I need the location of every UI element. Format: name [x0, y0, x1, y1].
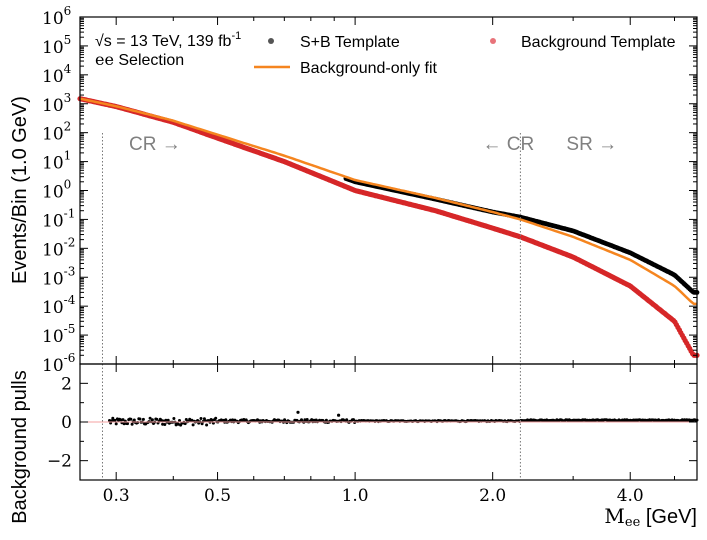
x-tick-label: 1.0	[342, 486, 369, 506]
top-y-tick-labels: 10-6 10-5 10-4 10-3 10-2 10-1 100 101 102 103 104 1…	[42, 4, 76, 376]
pull-point	[132, 418, 136, 422]
pull-point	[163, 423, 167, 426]
x-tick-label: 0.5	[204, 486, 231, 506]
pull-point	[114, 422, 118, 426]
axis-ticks	[80, 16, 697, 481]
pull-point	[159, 418, 163, 422]
pull-point	[184, 418, 188, 421]
pull-point	[183, 422, 187, 426]
y-tick-label: 10-6	[42, 351, 75, 376]
x-tick-label: 4.0	[617, 486, 644, 506]
bottom-y-tick-labels: −2 0 2	[47, 374, 72, 471]
y-tick-label: 100	[42, 178, 71, 203]
pull-point	[199, 417, 203, 420]
pull-point	[129, 417, 133, 421]
pull-point	[190, 418, 194, 422]
pull-point	[178, 419, 181, 422]
pull-y-tick-label: −2	[47, 452, 72, 472]
legend-label-sb: S+B Template	[300, 34, 400, 51]
x-axis-title: Mee [GeV]	[604, 504, 697, 530]
pull-point	[126, 422, 129, 426]
pull-point	[148, 416, 152, 420]
background-only-fit-line	[79, 97, 697, 306]
pull-point	[138, 417, 142, 421]
region-labels: CR → ← CR SR →	[129, 134, 617, 155]
y-tick-label: 101	[42, 149, 71, 174]
pull-point	[352, 418, 355, 422]
x-tick-labels: 0.3 0.5 1.0 2.0 4.0	[103, 486, 644, 506]
y-tick-label: 10-1	[42, 206, 75, 231]
pull-point	[191, 423, 195, 427]
x-tick-label: 0.3	[103, 486, 130, 506]
pull-point	[110, 419, 114, 423]
legend-label-fit: Background-only fit	[300, 60, 438, 77]
background-template-points	[77, 96, 700, 358]
pull-y-tick-label: 2	[61, 374, 72, 394]
y-tick-label: 106	[42, 4, 71, 29]
y-tick-label: 10-3	[42, 264, 75, 289]
pull-point	[108, 419, 111, 422]
y-tick-label: 104	[42, 62, 72, 87]
legend: S+B Template Background Template Backgro…	[254, 34, 676, 77]
legend-marker-sb	[268, 38, 274, 44]
pull-points	[108, 410, 699, 427]
y-tick-label: 10-2	[42, 235, 75, 260]
y-tick-label: 103	[42, 91, 71, 116]
pull-point	[224, 418, 228, 422]
pull-point	[113, 418, 117, 422]
legend-marker-bg	[490, 38, 496, 44]
pull-point	[166, 418, 170, 422]
y-tick-label: 10-4	[42, 293, 76, 318]
pull-point	[337, 413, 341, 417]
y-tick-label: 105	[42, 33, 71, 58]
pull-point	[130, 422, 134, 426]
pull-point	[214, 416, 218, 420]
pull-point	[161, 422, 165, 426]
pull-point	[172, 417, 176, 420]
bottom-y-axis-title: Background pulls	[9, 370, 31, 523]
pull-point	[324, 418, 328, 422]
y-tick-label: 10-5	[42, 322, 75, 347]
region-label: ← CR	[482, 134, 534, 155]
selection-annotation: ee Selection	[95, 50, 184, 69]
pull-point	[122, 422, 126, 426]
pull-point	[205, 423, 209, 427]
pull-point	[141, 417, 145, 421]
energy-lumi-annotation: √s = 13 TeV, 139 fb-1	[95, 30, 241, 50]
pull-point	[111, 416, 115, 420]
pull-point	[150, 418, 154, 422]
pull-point	[196, 419, 200, 422]
pull-point	[119, 418, 123, 422]
legend-label-bg: Background Template	[521, 34, 676, 51]
pull-point	[121, 418, 125, 422]
top-y-axis-title: Events/Bin (1.0 GeV)	[9, 96, 31, 284]
pull-y-tick-label: 0	[61, 413, 72, 433]
x-tick-label: 2.0	[479, 486, 506, 506]
pull-point	[296, 410, 300, 414]
pull-point	[155, 417, 159, 421]
region-label: CR →	[129, 134, 181, 155]
region-label: SR →	[566, 134, 617, 155]
region-boundary-lines	[101, 133, 521, 480]
y-tick-label: 102	[42, 120, 71, 145]
pull-point	[305, 418, 309, 421]
